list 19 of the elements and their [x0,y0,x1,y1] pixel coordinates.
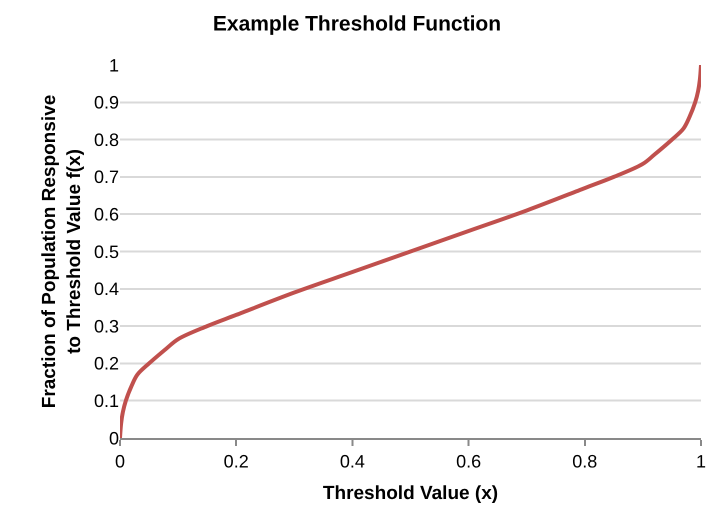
x-tick-label: 0.4 [340,452,365,472]
y-tick-label: 0.4 [94,279,119,300]
y-tick-label: 0.5 [94,242,119,262]
y-tick-label: 0.2 [94,354,119,374]
y-tick-label: 0.6 [94,204,119,224]
y-tick-label: 1 [108,55,119,76]
y-tick-label: 0.9 [94,92,119,113]
x-tick-label: 0.6 [456,452,482,472]
x-tick-label: 0.2 [224,452,249,472]
y-tick-label: 0.7 [94,167,119,188]
y-tick-label: 0 [108,428,119,448]
y-axis-title: Fraction of Population Responsive to Threshold Value f(x) [39,94,85,408]
x-tick-label: 0.8 [572,452,598,472]
x-tick-label: 1 [696,452,706,472]
x-axis-title: Threshold Value (x) [322,482,498,504]
y-tick-label: 0.3 [94,316,119,336]
y-tick-label: 0.8 [94,130,119,150]
y-tick-label: 0.1 [94,391,119,411]
chart-title: Example Threshold Function [212,12,502,36]
